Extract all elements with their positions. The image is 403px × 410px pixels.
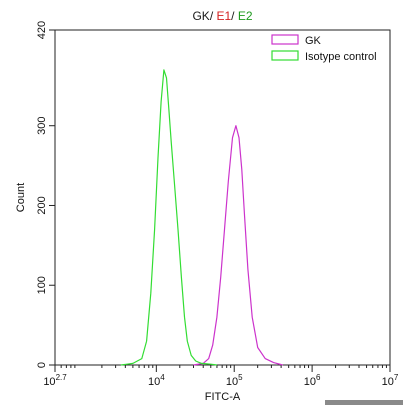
legend-swatch-gk: [271, 34, 299, 45]
x-axis-label: FITC-A: [205, 391, 241, 403]
series-line-gk: [193, 125, 283, 366]
chart-title: GK/ E1/ E2: [192, 9, 252, 23]
y-tick-label: 0: [36, 362, 48, 368]
y-tick-label: 200: [36, 196, 48, 214]
x-tick-label: 105: [226, 373, 243, 388]
x-tick-label: 106: [304, 373, 321, 388]
x-tick-label: 104: [148, 373, 165, 388]
plot-frame: [54, 29, 391, 366]
x-tick-label: 107: [382, 373, 399, 388]
series-line-isotype-control: [120, 69, 217, 366]
legend-label-isotype-control: Isotype control: [305, 51, 377, 63]
y-tick-label: 100: [36, 276, 48, 294]
legend-label-gk: GK: [305, 35, 322, 47]
y-tick-label: 420: [36, 21, 48, 39]
legend-swatch-isotype-control: [271, 50, 299, 61]
scrollbar-fragment: [325, 400, 403, 405]
y-axis-label: Count: [15, 183, 27, 212]
y-tick-label: 300: [36, 117, 48, 135]
x-tick-label: 102.7: [43, 373, 67, 388]
